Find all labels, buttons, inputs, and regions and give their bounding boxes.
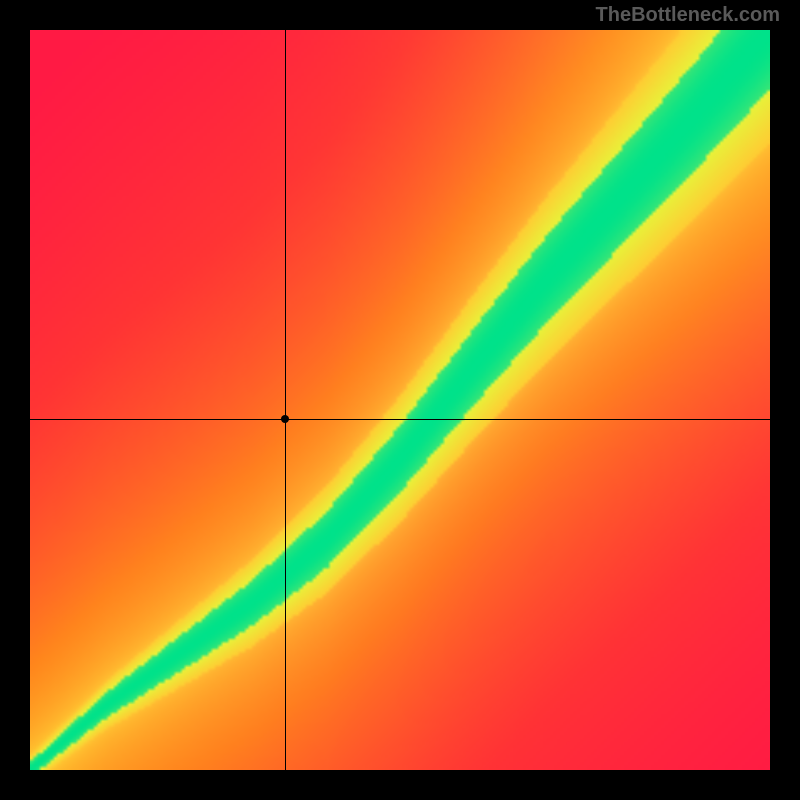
- crosshair-vertical: [285, 30, 286, 770]
- crosshair-horizontal: [30, 419, 770, 420]
- crosshair-marker: [281, 415, 289, 423]
- heatmap-plot: [30, 30, 770, 770]
- watermark-text: TheBottleneck.com: [596, 4, 780, 27]
- heatmap-canvas: [30, 30, 770, 770]
